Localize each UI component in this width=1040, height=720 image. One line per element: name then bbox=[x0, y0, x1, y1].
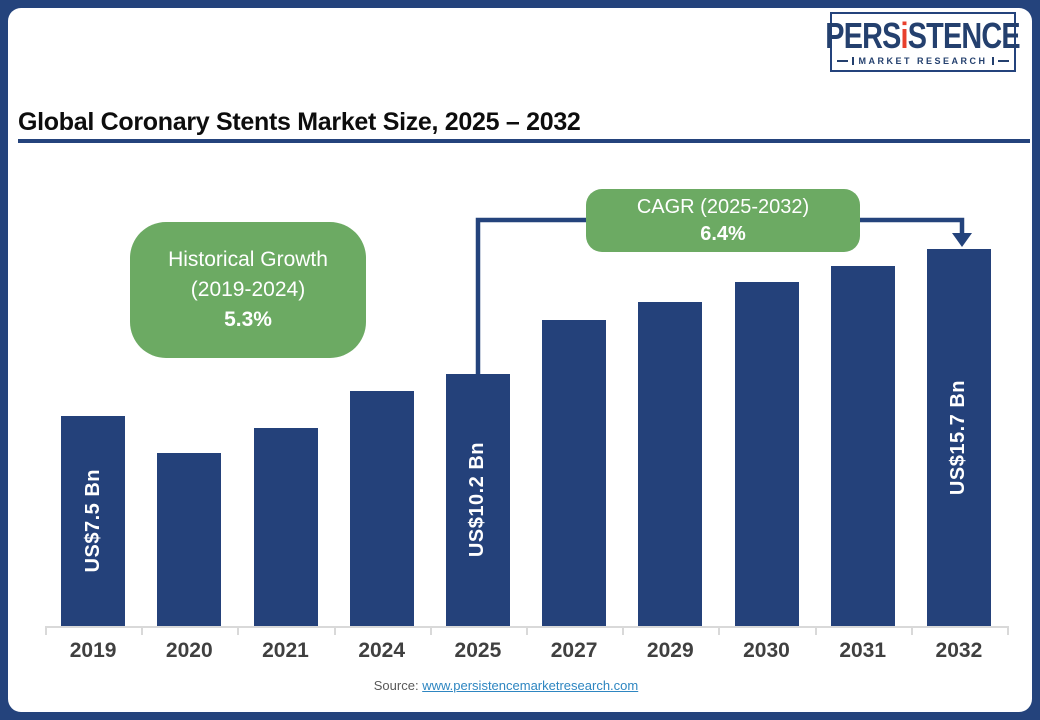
historical-growth-line2: (2019-2024) bbox=[190, 278, 306, 301]
bar-2030 bbox=[734, 282, 799, 626]
source-line: Source: www.persistencemarketresearch.co… bbox=[0, 678, 1012, 693]
source-link[interactable]: www.persistencemarketresearch.com bbox=[422, 678, 639, 693]
bar-2025: US$10.2 Bn bbox=[445, 374, 510, 626]
x-axis-label-2032: 2032 bbox=[935, 639, 983, 662]
logo-tagline: MARKET RESEARCH bbox=[837, 56, 1009, 66]
x-axis-tick bbox=[718, 626, 721, 635]
x-axis-tick bbox=[333, 626, 336, 635]
x-axis-label-2021: 2021 bbox=[262, 639, 309, 662]
bar-2019: US$7.5 Bn bbox=[61, 416, 126, 626]
x-axis-tick bbox=[622, 626, 625, 635]
x-axis-label-2030: 2030 bbox=[743, 639, 790, 662]
bar-2024 bbox=[349, 391, 414, 626]
bar-2020 bbox=[157, 453, 222, 626]
logo-brand-text: PERSiSTENCE bbox=[825, 15, 1021, 56]
x-axis-label-2031: 2031 bbox=[839, 639, 887, 662]
logo-accent-i: i bbox=[901, 15, 909, 56]
x-axis-label-2027: 2027 bbox=[550, 639, 598, 662]
cagr-callout: CAGR (2025-2032) 6.4% bbox=[586, 189, 860, 252]
bar-2021 bbox=[253, 428, 318, 626]
bar-value-label-2025: US$10.2 Bn bbox=[466, 442, 489, 558]
page-title: Global Coronary Stents Market Size, 2025… bbox=[18, 108, 581, 136]
bar-value-label-2032: US$15.7 Bn bbox=[947, 379, 970, 496]
source-prefix: Source: bbox=[373, 678, 419, 693]
x-axis-tick bbox=[526, 626, 528, 635]
bar-2032: US$15.7 Bn bbox=[926, 249, 991, 626]
x-axis-tick bbox=[429, 626, 432, 635]
x-axis-tick bbox=[814, 626, 817, 635]
x-axis-label-2024: 2024 bbox=[358, 639, 406, 662]
persistence-logo: PERSiSTENCE MARKET RESEARCH bbox=[826, 12, 1021, 72]
x-axis-label-2029: 2029 bbox=[646, 639, 694, 662]
x-axis-label-2019: 2019 bbox=[69, 639, 117, 662]
x-axis-label-2020: 2020 bbox=[165, 639, 213, 662]
tagline-left-line bbox=[837, 60, 849, 62]
historical-growth-line1: Historical Growth bbox=[168, 248, 328, 271]
bar-2027 bbox=[542, 320, 607, 626]
tagline-right-line bbox=[997, 60, 1009, 62]
x-axis-tick bbox=[141, 626, 144, 635]
bar-2031 bbox=[830, 266, 895, 626]
bar-value-label-2019: US$7.5 Bn bbox=[81, 469, 104, 573]
x-axis-label-2025: 2025 bbox=[454, 639, 502, 662]
tagline-right-tick bbox=[991, 57, 994, 65]
bar-2029 bbox=[638, 302, 703, 626]
historical-growth-value: 5.3% bbox=[224, 308, 272, 331]
title-underline bbox=[18, 139, 1030, 143]
cagr-value: 6.4% bbox=[700, 222, 746, 245]
cagr-line1: CAGR (2025-2032) bbox=[636, 195, 810, 218]
historical-growth-callout: Historical Growth (2019-2024) 5.3% bbox=[130, 222, 366, 358]
x-axis-tick bbox=[1007, 626, 1009, 635]
x-axis-tick bbox=[910, 626, 913, 635]
x-axis-tick bbox=[45, 626, 47, 635]
x-axis-tick bbox=[237, 626, 240, 635]
tagline-text: MARKET RESEARCH bbox=[858, 56, 988, 66]
tagline-left-tick bbox=[852, 57, 855, 65]
